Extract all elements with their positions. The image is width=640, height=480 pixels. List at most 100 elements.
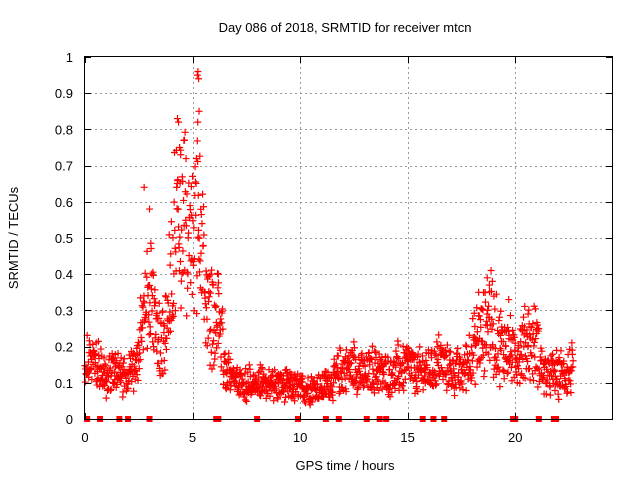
data-point <box>159 370 167 378</box>
data-point <box>456 384 464 392</box>
y-tick-label: 0.2 <box>55 340 73 355</box>
data-point <box>524 357 532 365</box>
data-point <box>350 338 358 346</box>
data-point <box>372 373 380 381</box>
data-point <box>165 231 173 239</box>
data-point <box>435 331 443 339</box>
data-point <box>390 358 398 366</box>
data-point <box>195 75 203 83</box>
data-point <box>398 360 406 368</box>
y-tick-label: 0.4 <box>55 267 73 282</box>
data-point <box>183 312 191 320</box>
data-point <box>187 183 195 191</box>
data-point <box>163 334 171 342</box>
data-point <box>562 383 570 391</box>
data-point <box>182 216 190 224</box>
data-point <box>185 251 193 259</box>
data-point <box>176 233 184 241</box>
data-point <box>168 311 176 319</box>
data-point <box>567 389 575 397</box>
data-point <box>182 155 190 163</box>
data-point <box>186 206 194 214</box>
data-point <box>175 223 183 231</box>
data-point <box>515 342 523 350</box>
data-point <box>483 274 491 282</box>
data-point <box>187 279 195 287</box>
y-tick-label: 0.3 <box>55 303 73 318</box>
data-point <box>392 347 400 355</box>
data-point <box>554 390 562 398</box>
data-point <box>313 380 321 388</box>
data-point <box>328 383 336 391</box>
data-point <box>214 284 222 292</box>
data-point <box>477 323 485 331</box>
data-point <box>246 373 254 381</box>
data-point <box>515 365 523 373</box>
data-point <box>169 234 177 242</box>
data-point <box>139 346 147 354</box>
data-point <box>484 306 492 314</box>
data-point <box>214 269 222 277</box>
data-point <box>168 290 176 298</box>
data-point <box>546 383 554 391</box>
data-point <box>146 330 154 338</box>
data-point <box>207 348 215 356</box>
data-point <box>101 360 109 368</box>
data-point <box>511 339 519 347</box>
data-point <box>497 346 505 354</box>
data-point <box>194 67 202 75</box>
data-point <box>114 349 122 357</box>
data-point <box>473 328 481 336</box>
data-point <box>172 248 180 256</box>
data-point <box>179 247 187 255</box>
data-point <box>133 371 141 379</box>
data-point <box>161 292 169 300</box>
data-point <box>150 295 158 303</box>
data-point <box>375 386 383 394</box>
data-point <box>194 118 202 126</box>
data-point <box>508 351 516 359</box>
data-point <box>205 293 213 301</box>
data-point <box>451 392 459 400</box>
data-point <box>568 350 576 358</box>
data-point <box>206 289 214 297</box>
data-point <box>291 397 299 405</box>
data-point <box>467 343 475 351</box>
data-point <box>380 371 388 379</box>
data-point <box>193 310 201 318</box>
data-point <box>184 270 192 278</box>
data-point <box>167 218 175 226</box>
data-point <box>351 377 359 385</box>
data-point <box>212 329 220 337</box>
data-point <box>200 231 208 239</box>
data-point <box>500 375 508 383</box>
data-point <box>202 267 210 275</box>
data-point <box>143 273 151 281</box>
data-point <box>484 328 492 336</box>
data-point <box>151 298 159 306</box>
data-point <box>178 270 186 278</box>
data-point <box>532 335 540 343</box>
data-point <box>496 313 504 321</box>
data-point <box>236 366 244 374</box>
data-point <box>485 281 493 289</box>
data-point <box>163 324 171 332</box>
data-point <box>210 337 218 345</box>
data-point <box>448 377 456 385</box>
data-point <box>199 190 207 198</box>
data-point <box>149 271 157 279</box>
data-point <box>147 285 155 293</box>
data-point <box>499 366 507 374</box>
data-point <box>432 352 440 360</box>
data-point <box>191 178 199 186</box>
data-point <box>560 357 568 365</box>
data-point <box>473 363 481 371</box>
data-point <box>279 388 287 396</box>
data-point <box>124 385 132 393</box>
x-tick-label: 10 <box>293 430 307 445</box>
y-axis-label: SRMTID / TECUs <box>6 186 21 289</box>
data-point <box>197 249 205 257</box>
data-point <box>475 312 483 320</box>
data-point <box>414 350 422 358</box>
